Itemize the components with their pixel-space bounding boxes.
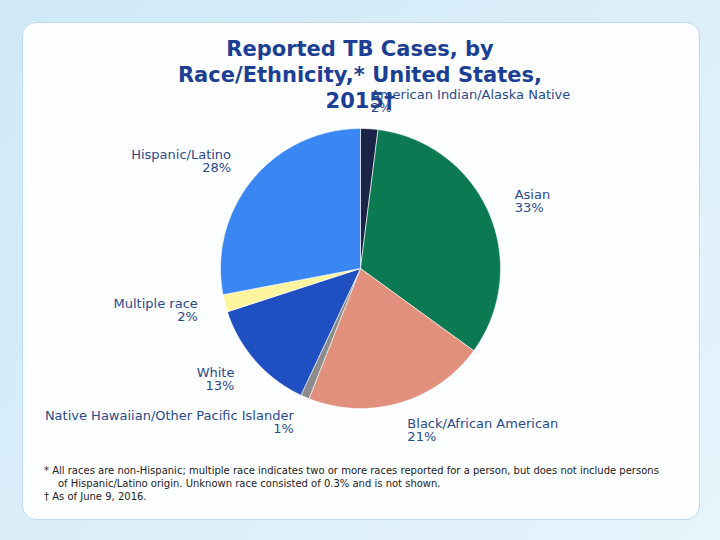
svg-text:Native Hawaiian/Other Pacific: Native Hawaiian/Other Pacific Islander1%: [45, 408, 295, 436]
svg-text:Asian33%: Asian33%: [515, 187, 550, 215]
svg-text:American Indian/Alaska Native2: American Indian/Alaska Native2%: [371, 86, 570, 114]
svg-text:Black/African American21%: Black/African American21%: [407, 415, 558, 443]
svg-text:White13%: White13%: [197, 365, 235, 393]
svg-text:Hispanic/Latino28%: Hispanic/Latino28%: [131, 147, 231, 175]
svg-text:Multiple race2%: Multiple race2%: [114, 296, 198, 324]
